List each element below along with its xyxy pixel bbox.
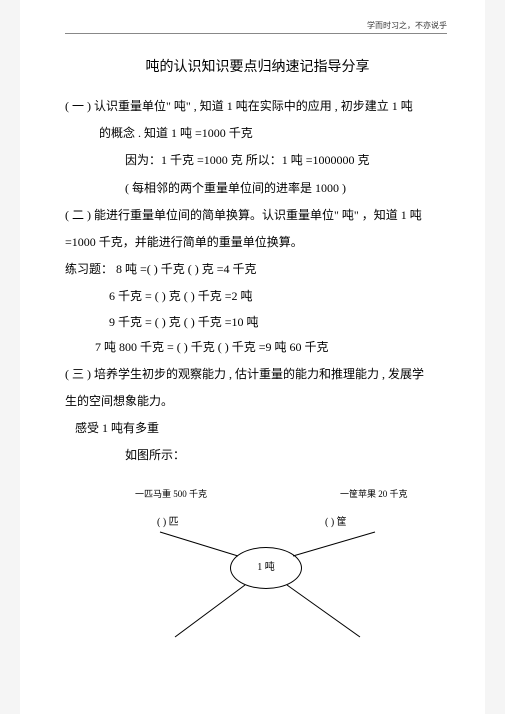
- section-2-line-2: =1000 千克，并能进行简单的重量单位换算。: [65, 230, 450, 255]
- section-1-line-4: ( 每相邻的两个重量单位间的进率是 1000 ): [65, 176, 450, 201]
- section-3-line-1: ( 三 ) 培养学生初步的观察能力 , 估计重量的能力和推理能力 , 发展学: [65, 362, 450, 387]
- feel-1-ton: 感受 1 吨有多重: [65, 416, 450, 441]
- document-body: ( 一 ) 认识重量单位" 吨" , 知道 1 吨在实际中的应用 , 初步建立 …: [65, 94, 450, 667]
- section-1-line-2: 的概念 . 知道 1 吨 =1000 千克: [65, 121, 450, 146]
- as-shown: 如图所示：: [65, 443, 450, 468]
- diagram-center-label: 1 吨: [257, 557, 275, 578]
- exercise-row-3: 9 千克 = ( ) 克 ( ) 千克 =10 吨: [65, 310, 450, 335]
- section-3-line-2: 生的空间想象能力。: [65, 389, 450, 414]
- document-title: 吨的认识知识要点归纳速记指导分享: [65, 56, 450, 76]
- section-2-line-1: ( 二 ) 能进行重量单位间的简单换算。认识重量单位" 吨" ，知道 1 吨: [65, 203, 450, 228]
- diagram-center-ellipse: 1 吨: [230, 547, 302, 589]
- exercise-header: 练习题： 8 吨 =( ) 千克 ( ) 克 =4 千克: [65, 257, 450, 282]
- section-1-line-1: ( 一 ) 认识重量单位" 吨" , 知道 1 吨在实际中的应用 , 初步建立 …: [65, 94, 450, 119]
- document-page: 学而时习之，不亦说乎 吨的认识知识要点归纳速记指导分享 ( 一 ) 认识重量单位…: [20, 0, 485, 714]
- diagram-area: 一匹马重 500 千克 一筐苹果 20 千克 ( ) 匹 ( ) 筐 1 吨: [65, 477, 450, 667]
- section-1-line-3: 因为：1 千克 =1000 克 所以：1 吨 =1000000 克: [65, 148, 450, 173]
- header-note: 学而时习之，不亦说乎: [367, 20, 447, 31]
- exercise-row-2: 6 千克 = ( ) 克 ( ) 千克 =2 吨: [65, 284, 450, 309]
- exercise-row-4: 7 吨 800 千克 = ( ) 千克 ( ) 千克 =9 吨 60 千克: [65, 335, 450, 360]
- header-divider: [65, 33, 447, 34]
